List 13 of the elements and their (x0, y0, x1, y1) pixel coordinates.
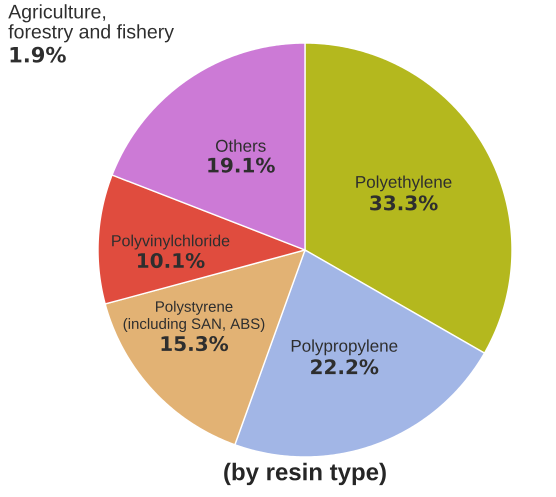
slice-label: Others (216, 139, 266, 152)
data-label: 19.1% (208, 158, 275, 173)
slice-label: Polyethylene (356, 175, 452, 192)
data-label: 15.3% (162, 336, 228, 352)
data-label: 22.2% (311, 359, 378, 374)
text: (by resin type) (224, 462, 386, 486)
slice-label: Polystyrene (including SAN, ABS) (124, 300, 264, 332)
text: 1.9% (10, 46, 66, 63)
data-label: 33.3% (370, 195, 438, 210)
slice-label: Polypropylene (292, 339, 398, 356)
slice-label: Polyvinylchloride (112, 234, 230, 250)
text: Agriculture, forestry and fishery (8, 4, 174, 42)
data-label: 10.1% (138, 252, 205, 268)
